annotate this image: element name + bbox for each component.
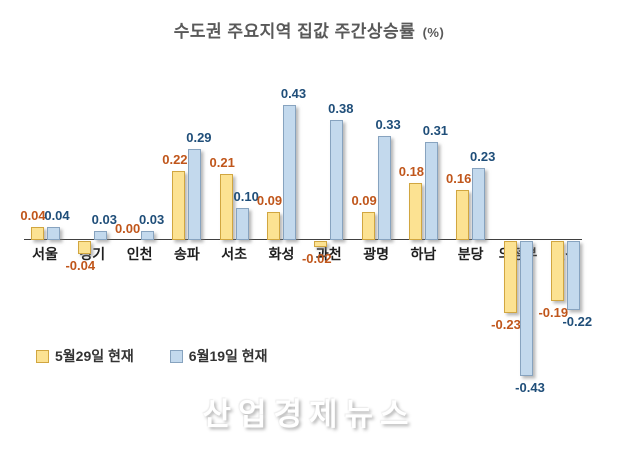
value-label-june-일산: -0.22 [562,314,593,329]
june-bar-하남 [424,142,438,240]
may-bar-서울 [30,227,44,240]
june-bar-일산 [566,241,580,310]
june-bar-광명 [377,136,391,240]
may-bar-광명 [361,212,375,240]
value-label-june-송파: 0.29 [186,130,212,145]
value-label-may-인천: 0.00 [114,221,141,236]
june-bar-분당 [472,168,486,240]
value-label-june-과천: 0.38 [328,101,354,116]
category-label-서울: 서울 [32,246,58,262]
may-bar-의정부 [503,241,517,313]
may-bar-하남 [408,183,422,240]
may-bar-경기 [77,241,91,254]
value-label-may-일산: -0.19 [538,305,569,320]
value-label-june-의정부: -0.43 [515,380,545,395]
value-label-may-서울: 0.04 [20,208,46,223]
chart-title-unit: (%) [422,25,445,40]
value-label-may-분당: 0.16 [446,171,472,186]
legend-label-may: 5월29일 현재 [55,348,134,364]
value-label-may-과천: -0.02 [301,251,332,266]
category-label-광명: 광명 [363,246,389,262]
legend-swatch-june [169,349,183,363]
legend-item-may: 5월29일 현재 [36,346,134,366]
june-bar-서초 [235,208,249,240]
may-bar-화성 [267,212,280,240]
value-label-june-인천: 0.03 [138,212,165,227]
legend-swatch-may [36,349,49,363]
watermark: 산업경제뉴스 [202,397,416,432]
value-label-may-서초: 0.21 [209,155,235,170]
category-label-과천: 과천 [315,246,342,262]
may-bar-송파 [172,171,186,240]
value-label-june-하남: 0.31 [422,123,449,138]
category-label-하남: 하남 [410,246,437,262]
category-label-송파: 송파 [174,246,200,262]
value-label-may-화성: 0.09 [256,193,283,208]
category-label-분당: 분당 [457,246,484,262]
may-bar-분당 [456,190,470,240]
chart-title-text: 수도권 주요지역 집값 주간상승률 [173,22,416,41]
june-bar-경기 [93,231,107,240]
category-label-서초: 서초 [221,246,248,262]
value-label-june-서초: 0.10 [233,189,259,204]
june-bar-송파 [188,149,202,240]
value-label-june-분당: 0.23 [470,149,496,164]
june-bar-서울 [46,227,60,240]
category-label-일산: 일산 [552,246,579,262]
x-axis-line [24,239,582,240]
chart-title: 수도권 주요지역 집값 주간상승률 (%) [0,17,618,42]
june-bar-화성 [283,105,296,240]
value-label-may-경기: -0.04 [65,258,96,273]
may-bar-서초 [219,174,233,240]
value-label-may-광명: 0.09 [351,193,377,208]
may-bar-과천 [314,241,328,247]
june-bar-과천 [330,120,344,240]
value-label-may-하남: 0.18 [398,164,425,179]
category-label-화성: 화성 [268,246,295,262]
legend-item-june: 6월19일 현재 [169,346,268,366]
value-label-june-경기: 0.03 [91,212,117,227]
category-label-인천: 인천 [126,246,153,262]
value-label-may-의정부: -0.23 [491,317,521,332]
value-label-june-화성: 0.43 [280,86,307,101]
value-label-june-서울: 0.04 [44,208,70,223]
june-bar-의정부 [519,241,533,376]
legend: 5월29일 현재 6월19일 현재 [36,346,268,366]
value-label-may-송파: 0.22 [162,152,188,167]
may-bar-일산 [550,241,564,301]
legend-label-june: 6월19일 현재 [188,348,268,364]
june-bar-인천 [141,231,155,240]
value-label-june-광명: 0.33 [375,117,401,132]
